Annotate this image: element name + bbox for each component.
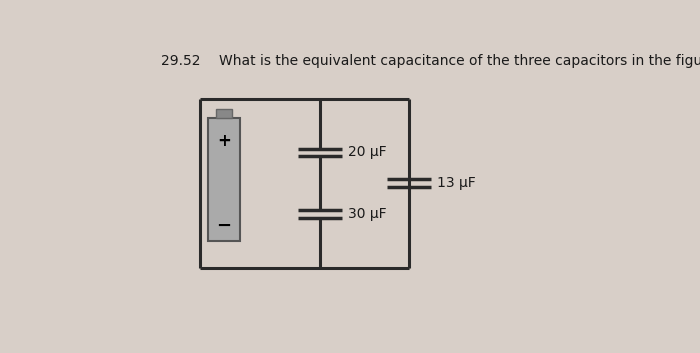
- Bar: [208, 118, 240, 241]
- Text: 20 μF: 20 μF: [348, 145, 386, 160]
- Text: −: −: [216, 217, 232, 235]
- Text: 30 μF: 30 μF: [348, 207, 386, 221]
- Text: 29.52: 29.52: [161, 54, 201, 68]
- Bar: [216, 109, 232, 118]
- Text: +: +: [217, 132, 231, 150]
- Text: 13 μF: 13 μF: [437, 176, 476, 190]
- Text: What is the equivalent capacitance of the three capacitors in the figure ?: What is the equivalent capacitance of th…: [219, 54, 700, 68]
